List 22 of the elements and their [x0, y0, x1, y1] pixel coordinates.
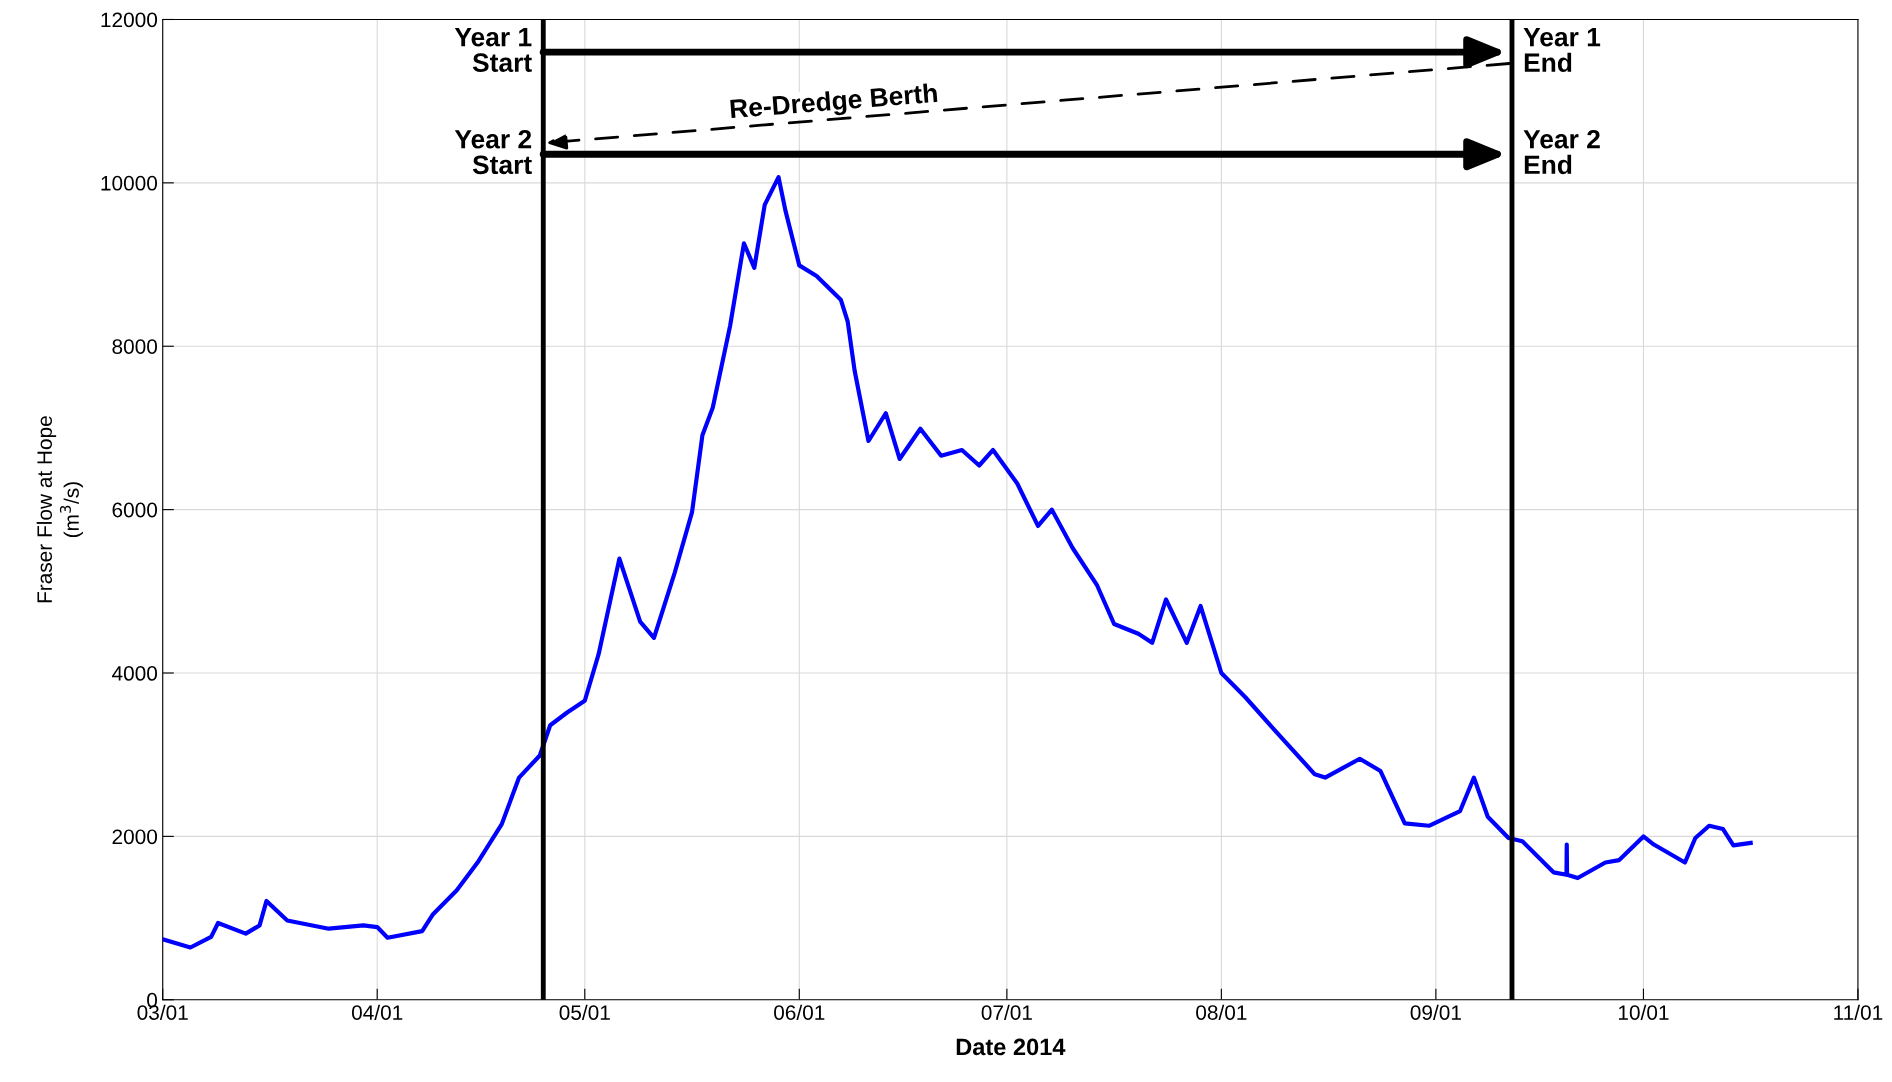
- y-tick-label: 8000: [112, 339, 158, 354]
- annotation: Re-Dredge Berth: [730, 82, 938, 124]
- x-tick-label: 10/01: [1618, 1004, 1669, 1020]
- y-tick-label: 10000: [101, 175, 158, 191]
- y-tick-label: 2000: [112, 829, 158, 845]
- x-tick-label: 06/01: [774, 1004, 825, 1020]
- annotation: Year 1 Start: [454, 28, 532, 73]
- x-tick-label: 07/01: [981, 1004, 1032, 1020]
- x-tick-label: 11/01: [1834, 1004, 1883, 1020]
- x-tick-label: 09/01: [1410, 1004, 1461, 1020]
- annotation: Year 2 Start: [454, 129, 532, 175]
- line-series: [162, 175, 1753, 950]
- annotation: Year 1 End: [1523, 28, 1601, 73]
- x-tick-label: 05/01: [559, 1004, 610, 1020]
- x-tick-label: 04/01: [351, 1004, 403, 1020]
- y-axis-title: Fraser Flow at Hope (m$^{3}$/s): [36, 416, 84, 603]
- annotation: Year 2 End: [1523, 129, 1600, 175]
- x-axis-title: Date 2014: [956, 1038, 1066, 1056]
- x-tick-label: 08/01: [1196, 1004, 1247, 1020]
- y-tick-label: 12000: [101, 12, 158, 28]
- y-tick-label: 4000: [111, 666, 158, 681]
- y-tick-label: 6000: [112, 502, 158, 518]
